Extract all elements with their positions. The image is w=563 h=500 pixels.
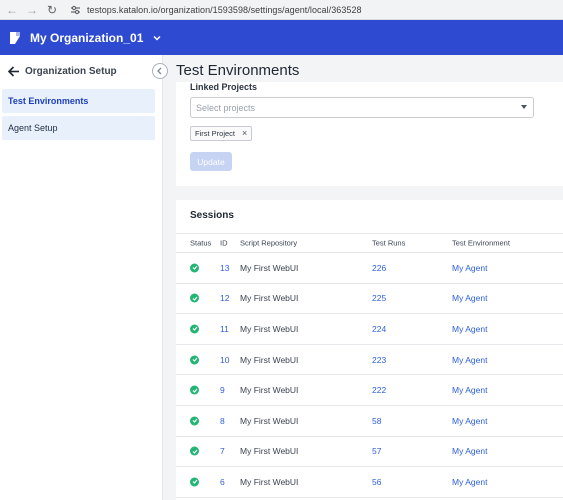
script-repository: My First WebUI xyxy=(240,323,299,334)
session-id-link[interactable]: 13 xyxy=(220,262,230,273)
back-arrow-icon[interactable] xyxy=(7,65,20,78)
status-icon xyxy=(190,446,199,456)
address-bar[interactable]: testops.katalon.io/organization/1593598/… xyxy=(68,2,362,18)
sessions-title: Sessions xyxy=(190,210,234,221)
script-repository: My First WebUI xyxy=(240,262,299,273)
session-id-link[interactable]: 10 xyxy=(220,354,230,365)
sidebar-title: Organization Setup xyxy=(25,65,117,77)
test-environment-link[interactable]: My Agent xyxy=(452,323,488,334)
app-header: My Organization_01 xyxy=(0,20,563,55)
script-repository: My First WebUI xyxy=(240,476,299,487)
session-id-link[interactable]: 11 xyxy=(220,323,229,334)
chevron-left-icon xyxy=(157,67,162,75)
test-environment-link[interactable]: My Agent xyxy=(452,262,488,273)
test-environment-link[interactable]: My Agent xyxy=(452,415,488,426)
org-switcher[interactable]: My Organization_01 xyxy=(30,30,144,45)
check-circle-icon xyxy=(190,416,199,426)
test-run-link[interactable]: 226 xyxy=(372,262,387,273)
script-repository: My First WebUI xyxy=(240,293,299,304)
session-id-link[interactable]: 7 xyxy=(220,446,225,457)
check-circle-icon xyxy=(190,263,199,273)
check-circle-icon xyxy=(190,477,199,487)
table-row[interactable]: 8 My First WebUI 58 My Agent xyxy=(176,406,563,437)
check-circle-icon xyxy=(190,293,199,303)
sidebar: Organization Setup Test Environments Age… xyxy=(0,55,163,500)
remove-tag-icon[interactable]: × xyxy=(242,128,248,138)
status-icon xyxy=(190,293,199,303)
column-header-repo[interactable]: Script Repository xyxy=(240,238,298,248)
project-select-placeholder: Select projects xyxy=(196,102,256,113)
test-environment-link[interactable]: My Agent xyxy=(452,476,488,487)
session-id-link[interactable]: 12 xyxy=(220,293,230,304)
test-run-link[interactable]: 223 xyxy=(372,354,387,365)
status-icon xyxy=(190,477,199,487)
linked-projects-card: Linked Projects Select projects First Pr… xyxy=(176,82,563,186)
table-header: Status ID Script Repository Test Runs Te… xyxy=(176,233,563,253)
script-repository: My First WebUI xyxy=(240,415,299,426)
status-icon xyxy=(190,416,199,426)
browser-toolbar: ← → ↻ testops.katalon.io/organization/15… xyxy=(0,0,563,20)
linked-projects-label: Linked Projects xyxy=(190,82,258,92)
check-circle-icon xyxy=(190,324,199,334)
status-icon xyxy=(190,324,199,334)
test-environment-link[interactable]: My Agent xyxy=(452,385,488,396)
check-circle-icon xyxy=(190,385,199,395)
status-icon xyxy=(190,263,199,273)
chevron-down-icon[interactable] xyxy=(152,33,162,43)
katalon-logo-icon[interactable] xyxy=(7,31,21,45)
sidebar-item-agent-setup[interactable]: Agent Setup xyxy=(2,116,155,140)
project-tag-label: First Project xyxy=(195,129,236,138)
update-button[interactable]: Update xyxy=(190,152,232,171)
test-run-link[interactable]: 56 xyxy=(372,476,382,487)
table-row[interactable]: 6 My First WebUI 56 My Agent xyxy=(176,467,563,498)
session-id-link[interactable]: 6 xyxy=(220,476,225,487)
status-icon xyxy=(190,385,199,395)
browser-back-icon[interactable]: ← xyxy=(6,2,18,17)
sidebar-header: Organization Setup xyxy=(0,55,162,87)
test-run-link[interactable]: 58 xyxy=(372,415,382,426)
table-row[interactable]: 10 My First WebUI 223 My Agent xyxy=(176,345,563,376)
project-tag: First Project × xyxy=(190,126,253,141)
sessions-table: Status ID Script Repository Test Runs Te… xyxy=(176,233,563,498)
page-title: Test Environments xyxy=(176,62,300,79)
project-select[interactable]: Select projects xyxy=(190,97,534,118)
table-row[interactable]: 13 My First WebUI 226 My Agent xyxy=(176,253,563,284)
status-icon xyxy=(190,355,199,365)
table-body: 13 My First WebUI 226 My Agent 12 My First We… xyxy=(176,253,563,498)
table-row[interactable]: 7 My First WebUI 57 My Agent xyxy=(176,437,563,468)
test-environment-link[interactable]: My Agent xyxy=(452,293,488,304)
test-run-link[interactable]: 224 xyxy=(372,323,387,334)
column-header-id[interactable]: ID xyxy=(220,238,228,248)
browser-reload-icon[interactable]: ↻ xyxy=(46,2,58,17)
session-id-link[interactable]: 8 xyxy=(220,415,225,426)
browser-forward-icon[interactable]: → xyxy=(26,2,38,17)
test-environment-link[interactable]: My Agent xyxy=(452,446,488,457)
collapse-sidebar-button[interactable] xyxy=(152,63,168,79)
table-row[interactable]: 9 My First WebUI 222 My Agent xyxy=(176,375,563,406)
test-run-link[interactable]: 225 xyxy=(372,293,387,304)
caret-down-icon xyxy=(521,105,527,109)
column-header-status[interactable]: Status xyxy=(190,238,212,248)
test-run-link[interactable]: 57 xyxy=(372,446,382,457)
session-id-link[interactable]: 9 xyxy=(220,385,225,396)
check-circle-icon xyxy=(190,355,199,365)
test-environment-link[interactable]: My Agent xyxy=(452,354,488,365)
column-header-env[interactable]: Test Environment xyxy=(452,238,510,248)
script-repository: My First WebUI xyxy=(240,385,299,396)
test-run-link[interactable]: 222 xyxy=(372,385,387,396)
script-repository: My First WebUI xyxy=(240,446,299,457)
sessions-card: Sessions Status ID Script Repository Tes… xyxy=(176,200,563,500)
table-row[interactable]: 11 My First WebUI 224 My Agent xyxy=(176,314,563,345)
url-text: testops.katalon.io/organization/1593598/… xyxy=(87,4,362,15)
table-row[interactable]: 12 My First WebUI 225 My Agent xyxy=(176,284,563,315)
site-settings-icon[interactable] xyxy=(68,3,82,17)
sidebar-item-test-environments[interactable]: Test Environments xyxy=(2,89,155,113)
column-header-runs[interactable]: Test Runs xyxy=(372,238,406,248)
script-repository: My First WebUI xyxy=(240,354,299,365)
check-circle-icon xyxy=(190,446,199,456)
